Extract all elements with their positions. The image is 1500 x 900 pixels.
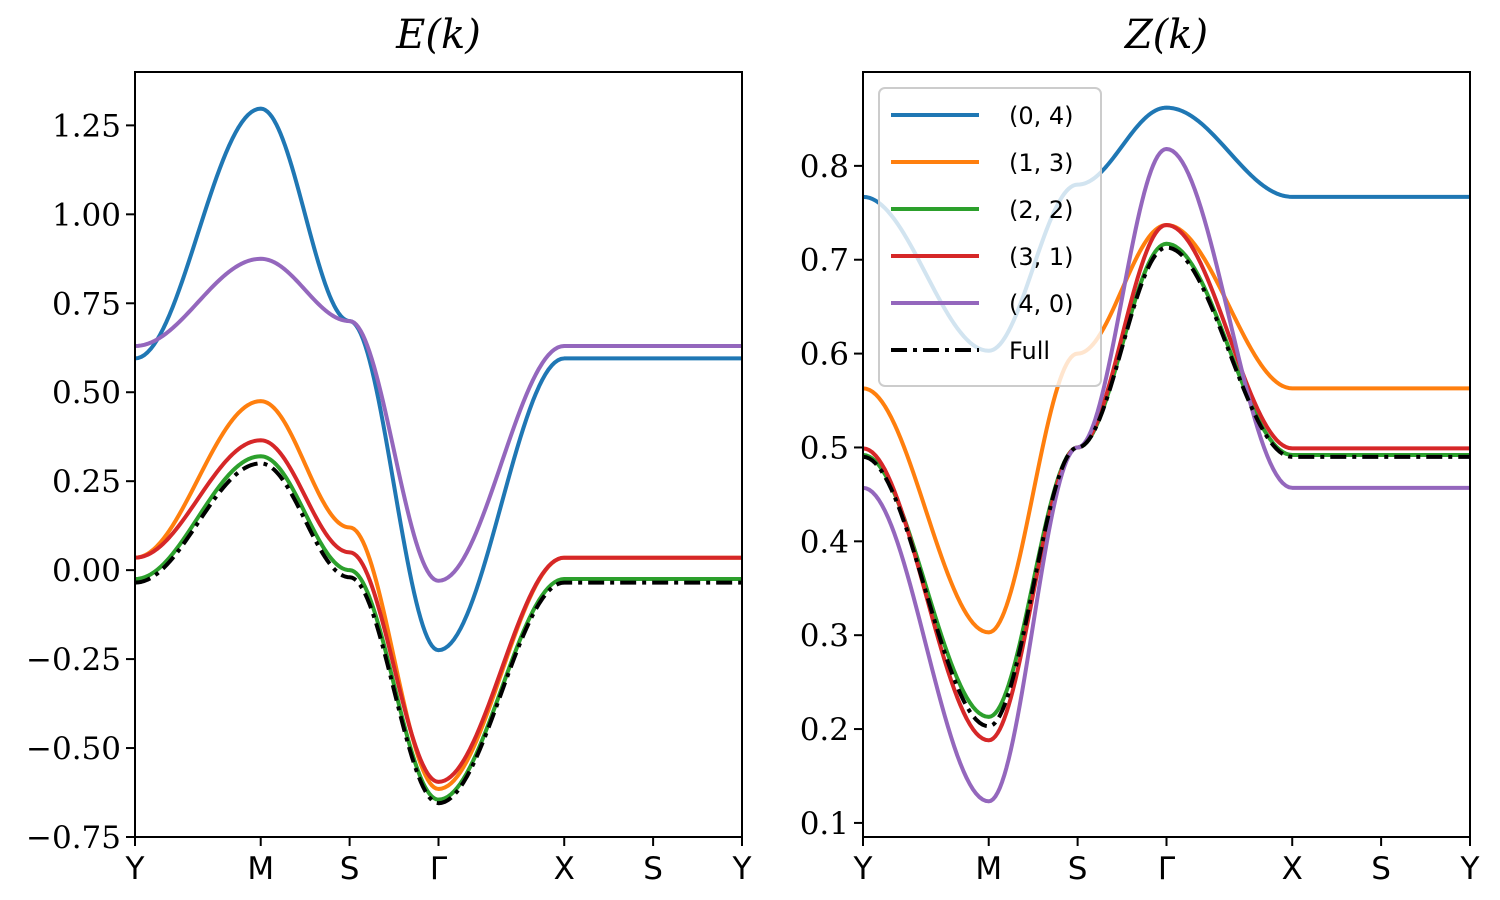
legend-entry: (0, 4): [1009, 102, 1074, 130]
z-panel: Z(k) 0.1 0.2 0.3 0.4 0.5 0.6 0.7 0.8 Y M S Γ X S Y (0, 4…: [800, 12, 1480, 887]
x-tick-label: Γ: [430, 851, 448, 887]
legend-entry: (3, 1): [1009, 243, 1074, 271]
x-tick-label: Y: [732, 851, 752, 887]
x-tick-label: S: [643, 851, 663, 887]
y-tick-label: 0.50: [52, 375, 121, 411]
y-tick-label: 0.5: [800, 430, 849, 466]
series-line-0-4: [135, 106, 742, 653]
series-line-full: [135, 461, 742, 806]
y-tick-label: 1.25: [52, 108, 121, 144]
y-tick-label: 0.2: [800, 712, 849, 748]
x-tick-label: Γ: [1158, 851, 1176, 887]
series-line-4-0: [135, 256, 742, 583]
y-tick-label: 0.7: [800, 243, 849, 279]
x-tick-label: Y: [853, 851, 873, 887]
y-tick-label: 1.00: [52, 197, 121, 233]
x-tick-label: X: [1282, 851, 1303, 887]
x-tick-label: Y: [1460, 851, 1480, 887]
series-lines: [135, 106, 742, 806]
legend-entry: (4, 0): [1009, 290, 1074, 318]
series-lines: [863, 105, 1470, 804]
axes-frame: [134, 71, 743, 838]
legend-entry: (2, 2): [1009, 196, 1074, 224]
y-tick-label: 0.4: [800, 524, 849, 560]
x-tick-label: M: [247, 851, 274, 887]
legend-box: [878, 87, 1102, 387]
series-line-3-1: [863, 223, 1470, 743]
y-tick-label: 0.75: [52, 286, 121, 322]
legend-entry: (1, 3): [1009, 149, 1074, 177]
legend: (0, 4) (1, 3) (2, 2) (3, 1) (4, 0) Full: [878, 87, 1102, 387]
legend-entry: Full: [1009, 337, 1050, 365]
x-tick-label: S: [1068, 851, 1088, 887]
x-tick-label: M: [975, 851, 1002, 887]
y-tick-label: −0.75: [26, 820, 121, 856]
y-tick-label: 0.6: [800, 337, 849, 373]
x-tick-label: S: [340, 851, 360, 887]
y-tick-label: 0.00: [52, 553, 121, 589]
series-line-3-1: [135, 438, 742, 784]
x-tick-label: Y: [125, 851, 145, 887]
y-tick-label: −0.25: [26, 642, 121, 678]
y-tick-label: 0.25: [52, 464, 121, 500]
series-line-2-2: [863, 241, 1470, 719]
energy-panel: E(k) −0.75 −0.50 −0.25 0.00 0.25 0.50 0.75 1.00 1…: [26, 12, 752, 887]
y-tick-label: 0.8: [800, 149, 849, 185]
series-line-4-0: [863, 146, 1470, 804]
x-tick-label: X: [554, 851, 575, 887]
y-tick-label: 0.3: [800, 618, 849, 654]
chart-title: Z(k): [1123, 12, 1208, 58]
chart-title: E(k): [395, 12, 481, 58]
y-tick-label: 0.1: [800, 806, 849, 842]
y-tick-label: −0.50: [26, 731, 121, 767]
x-tick-label: S: [1371, 851, 1391, 887]
series-line-2-2: [135, 454, 742, 802]
